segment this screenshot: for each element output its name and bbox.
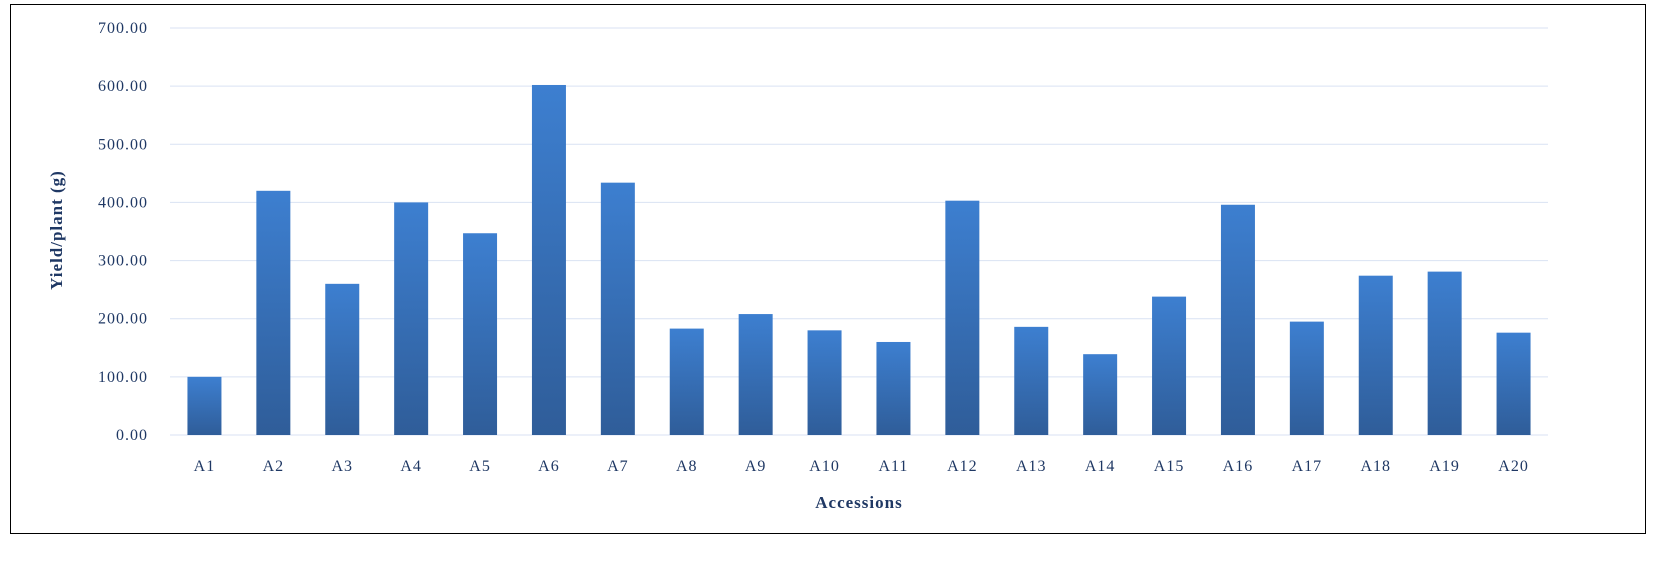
x-tick-label: A6	[538, 458, 560, 475]
x-tick-label: A18	[1360, 458, 1391, 475]
bar-a8	[669, 328, 704, 435]
bar-a16	[1220, 204, 1255, 435]
x-tick-label: A12	[947, 458, 978, 475]
bars	[187, 84, 1531, 435]
x-tick-label: A2	[263, 458, 285, 475]
gridlines	[170, 27, 1548, 436]
x-tick-label: A20	[1498, 458, 1529, 475]
bar-a10	[807, 330, 842, 435]
x-tick-label: A16	[1223, 458, 1254, 475]
y-axis-tick-labels: 0.00 100.00 200.00 300.00 400.00 500.00 600.00…	[98, 20, 148, 444]
x-axis-title: Accessions	[815, 493, 902, 512]
bar-a19	[1427, 271, 1462, 435]
x-tick-label: A4	[400, 458, 422, 475]
bar-a17	[1289, 321, 1324, 435]
y-tick-label: 500.00	[98, 136, 148, 153]
x-tick-label: A11	[878, 458, 908, 475]
bar-a5	[463, 233, 498, 435]
x-tick-label: A14	[1085, 458, 1116, 475]
y-axis-title: Yield/plant (g)	[47, 170, 66, 290]
x-tick-label: A9	[745, 458, 767, 475]
x-tick-label: A8	[676, 458, 698, 475]
y-tick-label: 100.00	[98, 369, 148, 386]
y-tick-label: 700.00	[98, 20, 148, 37]
bar-a1	[187, 376, 222, 435]
bar-a6	[531, 84, 566, 435]
x-tick-label: A10	[809, 458, 840, 475]
x-axis-tick-labels: A1 A2 A3 A4 A5 A6 A7 A8 A9 A10 A11 A12 A13 A14 A15 A16 A…	[194, 458, 1529, 475]
x-tick-label: A15	[1154, 458, 1185, 475]
x-tick-label: A1	[194, 458, 216, 475]
bar-a2	[256, 190, 291, 435]
y-tick-label: 0.00	[116, 427, 148, 444]
x-tick-label: A13	[1016, 458, 1047, 475]
x-tick-label: A7	[607, 458, 629, 475]
x-tick-label: A19	[1429, 458, 1460, 475]
bar-a15	[1152, 296, 1187, 435]
x-tick-label: A17	[1292, 458, 1323, 475]
bar-a18	[1358, 275, 1393, 435]
bar-a14	[1083, 354, 1118, 435]
y-tick-label: 400.00	[98, 194, 148, 211]
bar-a9	[738, 314, 773, 435]
bar-a12	[945, 200, 980, 435]
bar-a11	[876, 341, 911, 435]
y-tick-label: 600.00	[98, 78, 148, 95]
bar-a13	[1014, 326, 1049, 435]
y-tick-label: 200.00	[98, 311, 148, 328]
bar-a4	[394, 202, 429, 435]
bar-a3	[325, 283, 360, 435]
y-tick-label: 300.00	[98, 253, 148, 270]
bar-a7	[600, 182, 635, 435]
bar-a20	[1496, 332, 1531, 435]
x-tick-label: A5	[469, 458, 491, 475]
x-tick-label: A3	[331, 458, 353, 475]
